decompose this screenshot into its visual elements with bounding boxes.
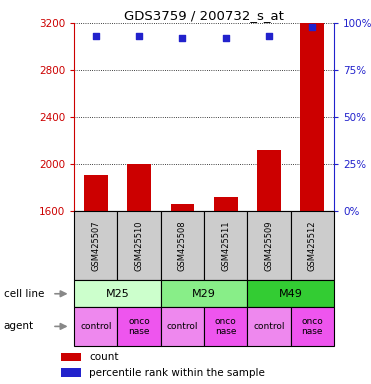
Text: GSM425507: GSM425507 <box>91 220 100 271</box>
Bar <box>118 211 161 280</box>
Bar <box>74 307 118 346</box>
Bar <box>161 307 204 346</box>
Text: agent: agent <box>4 321 34 331</box>
Text: cell line: cell line <box>4 289 44 299</box>
Text: GSM425508: GSM425508 <box>178 220 187 271</box>
Title: GDS3759 / 200732_s_at: GDS3759 / 200732_s_at <box>124 9 284 22</box>
Bar <box>171 204 194 211</box>
Bar <box>204 211 247 280</box>
Text: GSM425510: GSM425510 <box>135 220 144 271</box>
Text: onco
nase: onco nase <box>301 317 323 336</box>
Bar <box>214 197 237 211</box>
Text: GSM425512: GSM425512 <box>308 220 317 271</box>
Point <box>180 35 186 41</box>
Bar <box>247 280 334 307</box>
Bar <box>301 23 324 211</box>
Point <box>93 33 99 39</box>
Text: M29: M29 <box>192 289 216 299</box>
Bar <box>61 368 81 377</box>
Text: percentile rank within the sample: percentile rank within the sample <box>89 367 265 377</box>
Bar <box>84 175 108 211</box>
Bar <box>161 211 204 280</box>
Point <box>266 33 272 39</box>
Point <box>223 35 229 41</box>
Point <box>136 33 142 39</box>
Text: control: control <box>167 322 198 331</box>
Bar <box>290 307 334 346</box>
Bar <box>204 307 247 346</box>
Bar <box>290 211 334 280</box>
Bar <box>161 280 247 307</box>
Text: count: count <box>89 352 119 362</box>
Text: onco
nase: onco nase <box>128 317 150 336</box>
Text: M25: M25 <box>106 289 129 299</box>
Bar <box>127 164 151 211</box>
Bar <box>247 307 290 346</box>
Bar <box>74 211 118 280</box>
Point <box>309 24 315 30</box>
Text: GSM425509: GSM425509 <box>265 220 273 271</box>
Bar <box>247 211 290 280</box>
Bar <box>74 280 161 307</box>
Text: M49: M49 <box>279 289 303 299</box>
Text: GSM425511: GSM425511 <box>221 220 230 271</box>
Bar <box>257 150 281 211</box>
Bar <box>61 353 81 361</box>
Text: onco
nase: onco nase <box>215 317 237 336</box>
Text: control: control <box>80 322 112 331</box>
Bar <box>118 307 161 346</box>
Text: control: control <box>253 322 285 331</box>
